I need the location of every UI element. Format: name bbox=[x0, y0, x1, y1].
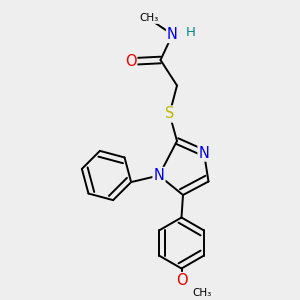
Text: N: N bbox=[167, 27, 178, 42]
Text: CH₃: CH₃ bbox=[139, 13, 158, 23]
Text: O: O bbox=[125, 54, 136, 69]
Text: CH₃: CH₃ bbox=[192, 287, 211, 298]
Text: H: H bbox=[186, 26, 195, 40]
Text: N: N bbox=[154, 168, 164, 183]
Text: S: S bbox=[165, 106, 174, 122]
Text: N: N bbox=[199, 146, 209, 160]
Text: O: O bbox=[176, 273, 187, 288]
